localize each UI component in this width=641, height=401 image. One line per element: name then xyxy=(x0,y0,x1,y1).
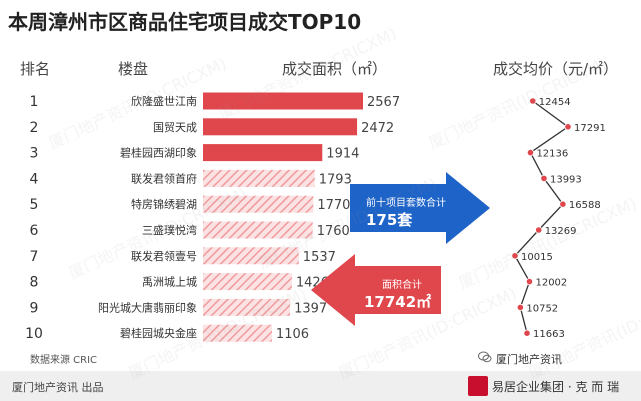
price-value-label: 16588 xyxy=(569,200,601,211)
rank-label: 3 xyxy=(30,146,39,162)
area-value-label: 1537 xyxy=(303,250,336,265)
area-value-label: 2567 xyxy=(367,95,400,110)
price-value-label: 13993 xyxy=(550,174,582,185)
price-point xyxy=(535,226,543,234)
price-point xyxy=(526,149,535,157)
area-callout-value: 17742㎡ xyxy=(364,293,432,311)
footer-brand: 易居企业集团 · 克 而 瑞 xyxy=(492,380,620,394)
price-point xyxy=(559,200,567,208)
project-name-label: 碧桂园城央金座 xyxy=(120,326,197,340)
area-bar xyxy=(203,324,272,342)
project-name-label: 联发君领壹号 xyxy=(131,249,197,263)
price-point xyxy=(516,303,524,311)
project-name-label: 三盛璞悦湾 xyxy=(142,223,197,237)
price-value-label: 13269 xyxy=(545,226,577,237)
rank-label: 4 xyxy=(30,171,39,187)
brand-logo-icon xyxy=(468,376,488,396)
area-value-label: 1397 xyxy=(294,301,327,316)
area-value-label: 1914 xyxy=(326,147,359,162)
area-bar xyxy=(203,144,323,162)
project-name-label: 碧桂园西湖印象 xyxy=(120,146,197,160)
price-value-label: 10015 xyxy=(521,252,553,263)
page-title: 本周漳州市区商品住宅项目成交TOP10 xyxy=(8,10,362,34)
project-name-label: 特房锦绣碧湖 xyxy=(131,197,197,211)
project-name-label: 国贸天成 xyxy=(153,121,197,134)
wechat-account-name: 厦门地产资讯 xyxy=(496,353,562,366)
price-value-label: 12002 xyxy=(535,278,567,289)
price-point xyxy=(564,123,572,131)
area-bar xyxy=(203,118,358,136)
units-callout-value: 175套 xyxy=(366,211,413,229)
area-bar xyxy=(203,247,299,265)
price-value-label: 12136 xyxy=(536,149,568,160)
area-value-label: 1760 xyxy=(317,224,350,239)
area-total-arrow xyxy=(311,254,441,326)
rank-label: 2 xyxy=(30,120,39,136)
data-source: 数据来源 CRIC xyxy=(30,355,98,366)
project-name-label: 禹洲城上城 xyxy=(142,276,197,289)
wechat-icon xyxy=(478,351,492,363)
price-value-label: 11663 xyxy=(533,329,565,340)
area-bar xyxy=(203,273,292,291)
project-name-label: 阳光城大唐翡丽印象 xyxy=(98,300,197,314)
header-rank: 排名 xyxy=(20,60,51,78)
header-price: 成交均价（元/㎡） xyxy=(493,60,619,78)
area-bar xyxy=(203,298,291,316)
rank-label: 5 xyxy=(30,197,39,213)
rank-label: 8 xyxy=(30,275,39,291)
rank-label: 1 xyxy=(30,94,39,110)
area-callout-label: 面积合计 xyxy=(382,280,422,291)
units-callout-label: 前十项目套数合计 xyxy=(366,198,446,209)
area-callout: 面积合计 17742㎡ xyxy=(364,276,431,312)
price-value-label: 12454 xyxy=(539,97,571,108)
area-value-label: 2472 xyxy=(361,121,394,136)
project-name-label: 联发君领首府 xyxy=(131,171,197,185)
area-value-label: 1770 xyxy=(317,198,350,213)
area-value-label: 1793 xyxy=(319,172,352,187)
project-name-label: 欣隆盛世江南 xyxy=(131,94,197,108)
area-bar xyxy=(203,221,313,239)
price-point xyxy=(525,277,534,286)
rank-label: 9 xyxy=(30,300,39,316)
price-value-label: 10752 xyxy=(526,303,558,314)
header-name: 楼盘 xyxy=(118,60,149,78)
area-bar xyxy=(203,92,363,110)
area-bar xyxy=(203,195,314,213)
price-point xyxy=(529,97,537,105)
units-total-arrow xyxy=(350,172,490,244)
units-callout: 前十项目套数合计 175套 xyxy=(366,194,446,230)
price-point xyxy=(511,252,519,260)
rank-label: 7 xyxy=(30,249,39,265)
footer-publisher: 厦门地产资讯 出品 xyxy=(12,381,104,394)
area-value-label: 1106 xyxy=(276,327,309,342)
price-point xyxy=(523,329,531,337)
rank-label: 6 xyxy=(30,223,39,239)
price-point xyxy=(540,174,548,182)
footer-bar: 厦门地产资讯 出品 易居企业集团 · 克 而 瑞 xyxy=(0,371,641,401)
price-value-label: 17291 xyxy=(574,123,606,134)
rank-label: 10 xyxy=(25,326,43,342)
area-bar xyxy=(203,169,315,187)
header-area: 成交面积（㎡） xyxy=(282,60,388,78)
price-line xyxy=(514,100,570,334)
